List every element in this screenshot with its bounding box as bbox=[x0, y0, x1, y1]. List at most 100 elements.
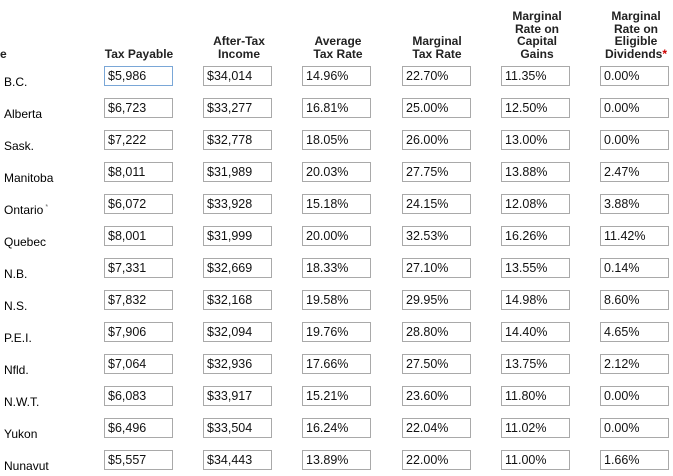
capital-gains-rate-field[interactable]: 13.75% bbox=[501, 354, 570, 374]
average-tax-rate-field[interactable]: 19.76% bbox=[302, 322, 371, 342]
after-tax-income-field[interactable]: $33,277 bbox=[203, 98, 272, 118]
tax-payable-field[interactable]: $7,832 bbox=[104, 290, 173, 310]
tax-payable-field[interactable]: $7,331 bbox=[104, 258, 173, 278]
province-label: Sask. bbox=[4, 139, 35, 153]
eligible-dividends-rate-field[interactable]: 0.00% bbox=[600, 418, 669, 438]
province-label: Ontario * bbox=[4, 203, 49, 217]
table-row: P.E.I. $7,906 $32,094 19.76% 28.80% 14.4… bbox=[0, 320, 673, 352]
after-tax-income-field[interactable]: $34,443 bbox=[203, 450, 272, 470]
after-tax-income-field[interactable]: $34,014 bbox=[203, 66, 272, 86]
capital-gains-rate-field[interactable]: 13.88% bbox=[501, 162, 570, 182]
tax-payable-field[interactable]: $6,723 bbox=[104, 98, 173, 118]
tax-payable-field[interactable]: $6,072 bbox=[104, 194, 173, 214]
tax-payable-field[interactable]: $5,557 bbox=[104, 450, 173, 470]
tax-payable-field[interactable]: $5,986 bbox=[104, 66, 173, 86]
eligible-dividends-rate-field[interactable]: 0.00% bbox=[600, 66, 669, 86]
capital-gains-rate-column-header: Marginal Rate on Capital Gains bbox=[498, 0, 576, 60]
marginal-tax-rate-field[interactable]: 26.00% bbox=[402, 130, 471, 150]
after-tax-header-line1: After-Tax bbox=[213, 34, 265, 48]
marginal-tax-rate-field[interactable]: 24.15% bbox=[402, 194, 471, 214]
average-tax-rate-field[interactable]: 14.96% bbox=[302, 66, 371, 86]
tax-payable-field[interactable]: $7,222 bbox=[104, 130, 173, 150]
capital-gains-rate-field[interactable]: 13.55% bbox=[501, 258, 570, 278]
after-tax-income-field[interactable]: $33,917 bbox=[203, 386, 272, 406]
capital-gains-rate-field[interactable]: 11.80% bbox=[501, 386, 570, 406]
capital-gains-rate-field[interactable]: 16.26% bbox=[501, 226, 570, 246]
after-tax-income-field[interactable]: $32,669 bbox=[203, 258, 272, 278]
marginal-tax-rate-field[interactable]: 25.00% bbox=[402, 98, 471, 118]
eligible-dividends-rate-field[interactable]: 2.47% bbox=[600, 162, 669, 182]
average-tax-rate-field[interactable]: 16.81% bbox=[302, 98, 371, 118]
after-tax-income-field[interactable]: $32,094 bbox=[203, 322, 272, 342]
marginal-tax-rate-field[interactable]: 23.60% bbox=[402, 386, 471, 406]
average-tax-rate-field[interactable]: 20.00% bbox=[302, 226, 371, 246]
average-tax-rate-field[interactable]: 17.66% bbox=[302, 354, 371, 374]
marginal-tax-rate-field[interactable]: 22.00% bbox=[402, 450, 471, 470]
capital-gains-rate-field[interactable]: 11.00% bbox=[501, 450, 570, 470]
table-row: N.W.T. $6,083 $33,917 15.21% 23.60% 11.8… bbox=[0, 384, 673, 416]
tax-payable-field[interactable]: $6,083 bbox=[104, 386, 173, 406]
average-tax-rate-field[interactable]: 18.33% bbox=[302, 258, 371, 278]
eligible-dividends-rate-field[interactable]: 4.65% bbox=[600, 322, 669, 342]
marginal-rate-header-line2: Tax Rate bbox=[412, 46, 462, 61]
average-rate-header-line1: Average bbox=[314, 34, 362, 48]
capital-gains-header-line4: Gains bbox=[520, 46, 554, 61]
eligible-dividends-rate-field[interactable]: 1.66% bbox=[600, 450, 669, 470]
tax-payable-header-label: Tax Payable bbox=[104, 46, 174, 61]
eligible-dividends-rate-field[interactable]: 11.42% bbox=[600, 226, 669, 246]
marginal-tax-rate-field[interactable]: 27.50% bbox=[402, 354, 471, 374]
marginal-rate-header-line1: Marginal bbox=[412, 34, 462, 48]
capital-gains-rate-field[interactable]: 12.08% bbox=[501, 194, 570, 214]
after-tax-header-line2: Income bbox=[217, 46, 260, 61]
after-tax-income-field[interactable]: $32,778 bbox=[203, 130, 272, 150]
after-tax-income-field[interactable]: $32,936 bbox=[203, 354, 272, 374]
tax-payable-field[interactable]: $6,496 bbox=[104, 418, 173, 438]
marginal-tax-rate-field[interactable]: 29.95% bbox=[402, 290, 471, 310]
table-row: Sask. $7,222 $32,778 18.05% 26.00% 13.00… bbox=[0, 128, 673, 160]
table-row: Nunavut $5,557 $34,443 13.89% 22.00% 11.… bbox=[0, 448, 673, 476]
tax-payable-field[interactable]: $7,064 bbox=[104, 354, 173, 374]
average-tax-rate-field[interactable]: 16.24% bbox=[302, 418, 371, 438]
province-header-label: e bbox=[0, 46, 7, 61]
eligible-dividends-rate-column-header: Marginal Rate on Eligible Dividends* bbox=[597, 0, 673, 60]
capital-gains-rate-field[interactable]: 13.00% bbox=[501, 130, 570, 150]
capital-gains-rate-field[interactable]: 14.40% bbox=[501, 322, 570, 342]
eligible-dividends-header-line2: Rate on bbox=[613, 21, 658, 36]
average-tax-rate-field[interactable]: 20.03% bbox=[302, 162, 371, 182]
table-row: N.B. $7,331 $32,669 18.33% 27.10% 13.55%… bbox=[0, 256, 673, 288]
eligible-dividends-rate-field[interactable]: 0.14% bbox=[600, 258, 669, 278]
eligible-dividends-rate-field[interactable]: 2.12% bbox=[600, 354, 669, 374]
after-tax-income-field[interactable]: $32,168 bbox=[203, 290, 272, 310]
marginal-tax-rate-field[interactable]: 22.04% bbox=[402, 418, 471, 438]
capital-gains-rate-field[interactable]: 11.02% bbox=[501, 418, 570, 438]
tax-payable-field[interactable]: $8,001 bbox=[104, 226, 173, 246]
marginal-tax-rate-field[interactable]: 22.70% bbox=[402, 66, 471, 86]
after-tax-income-field[interactable]: $33,504 bbox=[203, 418, 272, 438]
average-rate-column-header: Average Tax Rate bbox=[299, 0, 377, 60]
eligible-dividends-rate-field[interactable]: 0.00% bbox=[600, 98, 669, 118]
marginal-tax-rate-field[interactable]: 28.80% bbox=[402, 322, 471, 342]
marginal-tax-rate-field[interactable]: 27.75% bbox=[402, 162, 471, 182]
capital-gains-rate-field[interactable]: 14.98% bbox=[501, 290, 570, 310]
average-tax-rate-field[interactable]: 19.58% bbox=[302, 290, 371, 310]
eligible-dividends-rate-field[interactable]: 0.00% bbox=[600, 130, 669, 150]
average-tax-rate-field[interactable]: 15.18% bbox=[302, 194, 371, 214]
marginal-rate-column-header: Marginal Tax Rate bbox=[398, 0, 476, 60]
tax-payable-field[interactable]: $8,011 bbox=[104, 162, 173, 182]
capital-gains-rate-field[interactable]: 11.35% bbox=[501, 66, 570, 86]
average-tax-rate-field[interactable]: 15.21% bbox=[302, 386, 371, 406]
tax-payable-field[interactable]: $7,906 bbox=[104, 322, 173, 342]
after-tax-income-field[interactable]: $31,999 bbox=[203, 226, 272, 246]
average-tax-rate-field[interactable]: 13.89% bbox=[302, 450, 371, 470]
average-tax-rate-field[interactable]: 18.05% bbox=[302, 130, 371, 150]
capital-gains-rate-field[interactable]: 12.50% bbox=[501, 98, 570, 118]
marginal-tax-rate-field[interactable]: 27.10% bbox=[402, 258, 471, 278]
table-row: Yukon $6,496 $33,504 16.24% 22.04% 11.02… bbox=[0, 416, 673, 448]
eligible-dividends-rate-field[interactable]: 8.60% bbox=[600, 290, 669, 310]
after-tax-income-field[interactable]: $31,989 bbox=[203, 162, 272, 182]
eligible-dividends-rate-field[interactable]: 0.00% bbox=[600, 386, 669, 406]
marginal-tax-rate-field[interactable]: 32.53% bbox=[402, 226, 471, 246]
province-label: Nfld. bbox=[4, 363, 29, 377]
after-tax-income-field[interactable]: $33,928 bbox=[203, 194, 272, 214]
eligible-dividends-rate-field[interactable]: 3.88% bbox=[600, 194, 669, 214]
